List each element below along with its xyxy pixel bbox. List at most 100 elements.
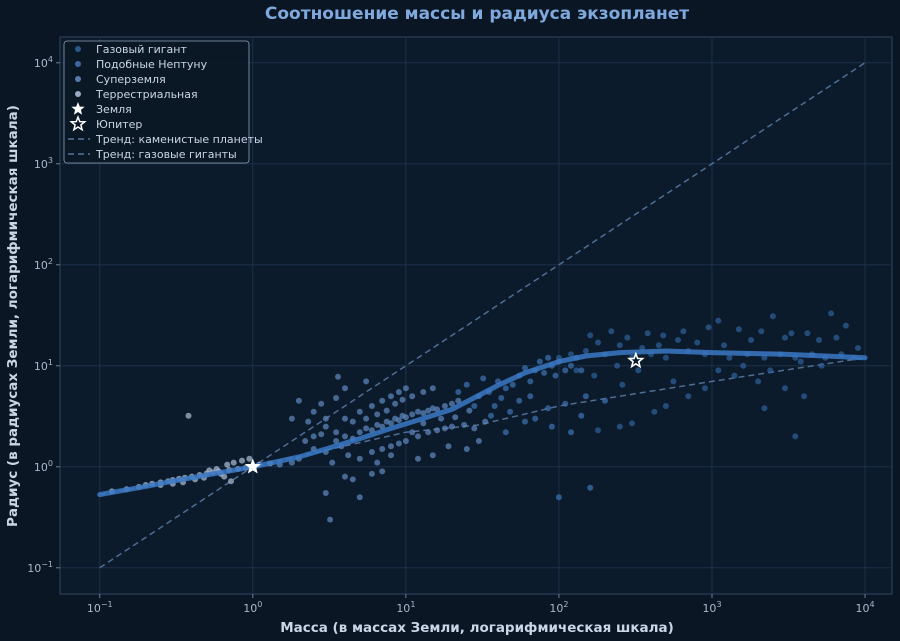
legend: Газовый гигант Подобные Нептуну Суперземля… xyxy=(63,40,263,164)
point-gas-giant xyxy=(635,367,642,374)
point-neptune-like xyxy=(509,381,516,388)
point-gas-giant xyxy=(705,324,712,331)
point-super-earth xyxy=(379,423,386,430)
point-terrestrial xyxy=(221,473,228,480)
point-neptune-like xyxy=(522,418,528,425)
point-neptune-like xyxy=(463,381,470,388)
point-super-earth xyxy=(395,440,402,447)
point-terrestrial xyxy=(246,455,253,462)
point-super-earth xyxy=(342,473,348,480)
point-gas-giant xyxy=(797,358,804,365)
point-gas-giant xyxy=(587,332,594,339)
point-super-earth xyxy=(356,455,363,462)
point-gas-giant xyxy=(670,378,677,385)
point-super-earth xyxy=(482,418,489,425)
point-super-earth xyxy=(461,421,468,428)
point-super-earth xyxy=(374,459,381,466)
point-neptune-like xyxy=(455,389,462,395)
point-super-earth xyxy=(445,443,452,450)
point-gas-giant xyxy=(662,403,669,409)
point-super-earth xyxy=(288,415,295,422)
x-tick-label: 103 xyxy=(702,600,721,615)
point-neptune-like xyxy=(545,405,552,412)
x-tick-label: 104 xyxy=(856,600,875,615)
x-tick-label: 10−1 xyxy=(87,600,113,615)
point-terrestrial xyxy=(185,412,192,419)
point-neptune-like xyxy=(507,408,514,415)
point-neptune-like xyxy=(578,412,585,419)
point-super-earth xyxy=(448,400,455,407)
point-terrestrial xyxy=(228,478,234,485)
point-super-earth xyxy=(349,476,356,483)
point-super-earth xyxy=(379,446,386,452)
legend-gas-giant-swatch xyxy=(75,46,81,52)
point-gas-giant xyxy=(675,337,681,343)
point-gas-giant xyxy=(616,423,623,430)
point-gas-giant xyxy=(651,408,658,415)
point-gas-giant xyxy=(573,367,580,374)
point-gas-giant xyxy=(655,342,662,349)
point-neptune-like xyxy=(552,372,559,379)
x-tick-label: 101 xyxy=(396,600,415,615)
point-gas-giant xyxy=(608,328,615,335)
point-gas-giant xyxy=(685,393,692,400)
point-gas-giant xyxy=(828,310,835,317)
point-gas-giant xyxy=(833,334,840,341)
point-neptune-like xyxy=(498,395,505,401)
point-gas-giant xyxy=(767,367,774,374)
point-super-earth xyxy=(388,420,394,427)
y-tick-label: 101 xyxy=(34,358,53,373)
legend-terrestrial-label: Терреcтриальная xyxy=(95,88,198,101)
point-super-earth xyxy=(356,429,363,436)
point-super-earth xyxy=(420,389,427,395)
point-super-earth xyxy=(379,468,386,475)
point-super-earth xyxy=(363,425,370,432)
point-gas-giant xyxy=(726,354,733,361)
point-gas-giant xyxy=(816,337,822,343)
point-super-earth xyxy=(379,397,386,404)
x-tick-label: 102 xyxy=(549,600,568,615)
point-super-earth xyxy=(429,452,436,459)
point-super-earth xyxy=(322,490,329,496)
point-super-earth xyxy=(305,418,312,425)
point-super-earth xyxy=(434,427,441,434)
chart-title: Соотношение массы и радиуса экзопланет xyxy=(265,4,689,24)
point-super-earth xyxy=(335,373,341,380)
point-gas-giant xyxy=(801,393,808,400)
point-super-earth xyxy=(475,438,482,444)
point-gas-giant xyxy=(624,334,631,341)
point-super-earth xyxy=(342,433,348,440)
point-super-earth xyxy=(388,452,394,459)
point-neptune-like xyxy=(480,375,487,382)
point-super-earth xyxy=(420,410,427,417)
point-gas-giant xyxy=(758,328,765,335)
point-neptune-like xyxy=(555,494,562,501)
legend-terrestrial-swatch xyxy=(75,91,81,97)
point-super-earth xyxy=(452,414,459,421)
point-gas-giant xyxy=(740,362,747,369)
legend-gas-giant-label: Газовый гигант xyxy=(96,43,187,56)
point-super-earth xyxy=(363,415,370,422)
point-super-earth xyxy=(295,397,302,404)
point-gas-giant xyxy=(662,354,669,361)
point-super-earth xyxy=(349,418,356,425)
y-tick-label: 103 xyxy=(34,156,53,171)
fit-curve-line xyxy=(97,348,868,498)
point-gas-giant xyxy=(595,427,601,434)
point-neptune-like xyxy=(491,403,498,409)
point-super-earth xyxy=(342,415,348,422)
point-terrestrial xyxy=(224,461,231,468)
point-neptune-like xyxy=(562,367,569,374)
point-gas-giant xyxy=(755,378,762,385)
point-super-earth xyxy=(409,393,416,400)
fit-curve xyxy=(97,348,868,498)
point-gas-giant xyxy=(769,313,776,320)
point-gas-giant xyxy=(761,405,768,412)
point-gas-giant xyxy=(568,351,574,358)
point-super-earth xyxy=(368,449,375,455)
point-neptune-like xyxy=(562,400,569,407)
legend-trend-gas-label: Тренд: газовые гиганты xyxy=(95,148,237,161)
point-super-earth xyxy=(402,438,409,444)
point-super-earth xyxy=(395,389,402,395)
